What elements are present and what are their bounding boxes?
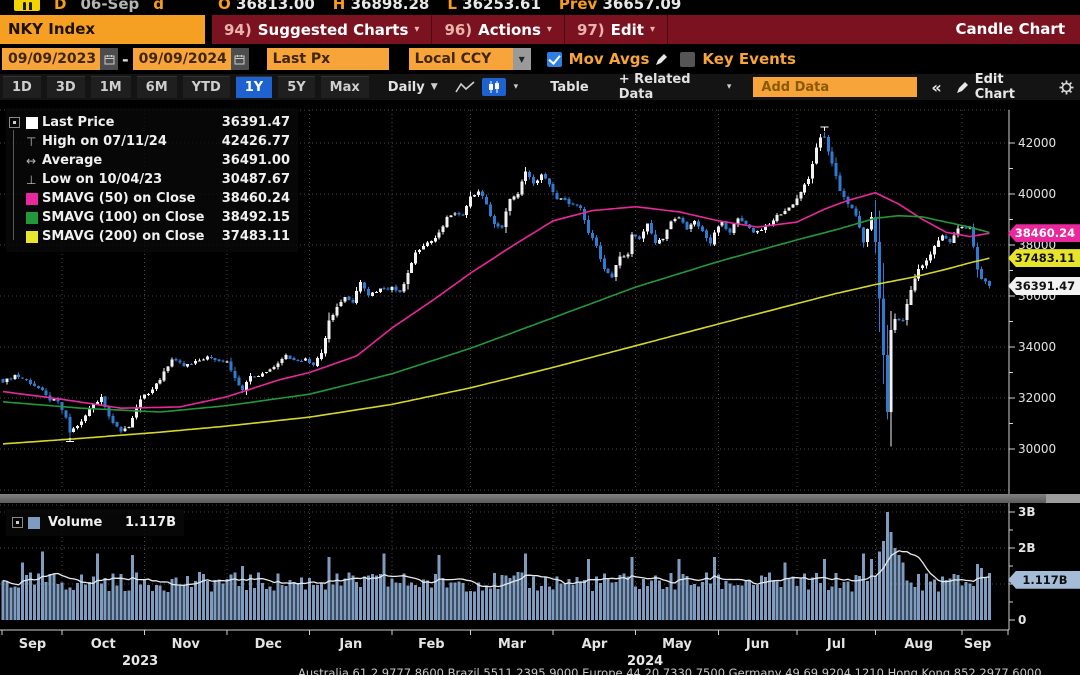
ohlc-fields: O 36813.00 H 36898.28 L 36253.61 Prev 36657… — [218, 0, 681, 13]
pane-splitter[interactable] — [0, 494, 1080, 503]
quote-field: O 36813.00 — [218, 0, 315, 13]
menu-item-edit[interactable]: 97) Edit ▾ — [565, 15, 668, 44]
mov-avgs-label: Mov Avgs — [568, 50, 650, 68]
key-events-label: Key Events — [702, 50, 796, 68]
svg-text:May: May — [662, 637, 692, 652]
svg-text:Jun: Jun — [745, 637, 769, 652]
svg-text:38000: 38000 — [1018, 238, 1056, 252]
add-data-input[interactable] — [753, 77, 918, 97]
menu-item-suggested-charts[interactable]: 94) Suggested Charts ▾ — [212, 15, 433, 44]
quote-field: Prev 36657.09 — [558, 0, 682, 13]
edit-pencil-icon[interactable] — [950, 81, 975, 94]
svg-text:42000: 42000 — [1018, 136, 1056, 150]
quote-field: L 36253.61 — [447, 0, 541, 13]
svg-text:Sep: Sep — [964, 637, 992, 652]
chart-style-dropdown-icon[interactable]: ▾ — [513, 82, 519, 92]
svg-text:0: 0 — [1018, 613, 1026, 627]
svg-text:Mar: Mar — [498, 637, 527, 652]
table-button[interactable]: Table — [550, 79, 589, 95]
menu-gap — [205, 15, 212, 44]
currency-dropdown-icon[interactable]: ▼ — [512, 48, 531, 70]
chart-type-label: Candle Chart — [955, 20, 1065, 38]
related-data-dropdown[interactable]: + Related Data ▾ — [618, 72, 732, 102]
calendar-icon[interactable] — [230, 48, 249, 70]
menu-item-actions[interactable]: 96) Actions ▾ — [432, 15, 565, 44]
key-events-checkbox[interactable] — [680, 51, 696, 67]
range-button-1y[interactable]: 1Y — [235, 76, 273, 98]
range-button-ytd[interactable]: YTD — [182, 76, 230, 98]
range-button-max[interactable]: Max — [320, 76, 369, 98]
svg-text:Feb: Feb — [418, 637, 444, 652]
edit-chart-button[interactable]: Edit Chart — [974, 72, 1015, 102]
security-status-line: D 06-Sep d O 36813.00 H 36898.28 L 36253.6… — [0, 0, 1080, 15]
session-flag: D — [54, 0, 67, 13]
range-button-3d[interactable]: 3D — [46, 76, 85, 98]
mov-avgs-checkbox[interactable] — [546, 51, 562, 67]
chart-toolbar: 1D 3D 1M 6M YTD 1Y 5Y Max Daily ▼ ▾ Table + Rela… — [0, 72, 1080, 102]
svg-text:Nov: Nov — [172, 637, 201, 652]
svg-text:30000: 30000 — [1018, 442, 1056, 456]
candle-chart[interactable]: 30000 32000 34000 36000 38000 40000 42000 3B 2B 0… — [0, 100, 1080, 675]
svg-text:Apr: Apr — [582, 637, 608, 652]
menu-items: 94) Suggested Charts ▾ 96) Actions ▾ 97) Edit ▾ — [212, 15, 668, 44]
function-menu-bar: NKY Index 94) Suggested Charts ▾ 96) Actions… — [0, 15, 1080, 44]
splitter-thumb[interactable] — [1046, 494, 1080, 503]
svg-text:Aug: Aug — [904, 637, 933, 652]
svg-text:36000: 36000 — [1018, 289, 1056, 303]
date-to-input[interactable]: 09/09/2024 — [132, 48, 231, 70]
svg-text:40000: 40000 — [1018, 187, 1056, 201]
svg-text:Jul: Jul — [826, 637, 846, 652]
chart-controls-row: 09/09/2023 - 09/09/2024 Last Px Local CC… — [0, 44, 1080, 74]
candle-chart-icon[interactable] — [481, 78, 506, 96]
svg-text:32000: 32000 — [1018, 391, 1056, 405]
delay-flag: d — [153, 0, 165, 13]
collapse-panel-icon[interactable]: « — [931, 77, 942, 97]
calendar-icon[interactable] — [100, 48, 118, 70]
currency-field[interactable]: Local CCY — [408, 48, 513, 70]
svg-text:Jan: Jan — [338, 637, 362, 652]
price-type-field[interactable]: Last Px — [266, 48, 389, 70]
range-buttons: 1D 3D 1M 6M YTD 1Y 5Y Max — [0, 76, 372, 98]
date-range-dash: - — [122, 49, 129, 69]
svg-text:Dec: Dec — [255, 637, 282, 652]
range-button-5y[interactable]: 5Y — [278, 76, 315, 98]
quote-date: 06-Sep — [80, 0, 140, 13]
alert-badge-icon[interactable] — [14, 0, 40, 11]
gear-icon[interactable] — [1053, 80, 1080, 95]
line-chart-icon[interactable] — [448, 80, 482, 94]
svg-text:2B: 2B — [1018, 541, 1036, 555]
svg-text:34000: 34000 — [1018, 340, 1056, 354]
svg-text:Sep: Sep — [19, 637, 47, 652]
ticker-field[interactable]: NKY Index — [0, 15, 205, 44]
period-dropdown[interactable]: Daily ▼ — [387, 79, 438, 95]
date-from-input[interactable]: 09/09/2023 — [2, 48, 100, 70]
svg-text:3B: 3B — [1018, 505, 1036, 519]
range-button-1m[interactable]: 1M — [90, 76, 131, 98]
range-button-1d[interactable]: 1D — [3, 76, 41, 98]
range-button-6m[interactable]: 6M — [136, 76, 177, 98]
quote-field: H 36898.28 — [332, 0, 430, 13]
pencil-icon[interactable] — [649, 53, 674, 66]
svg-text:Oct: Oct — [91, 637, 116, 652]
